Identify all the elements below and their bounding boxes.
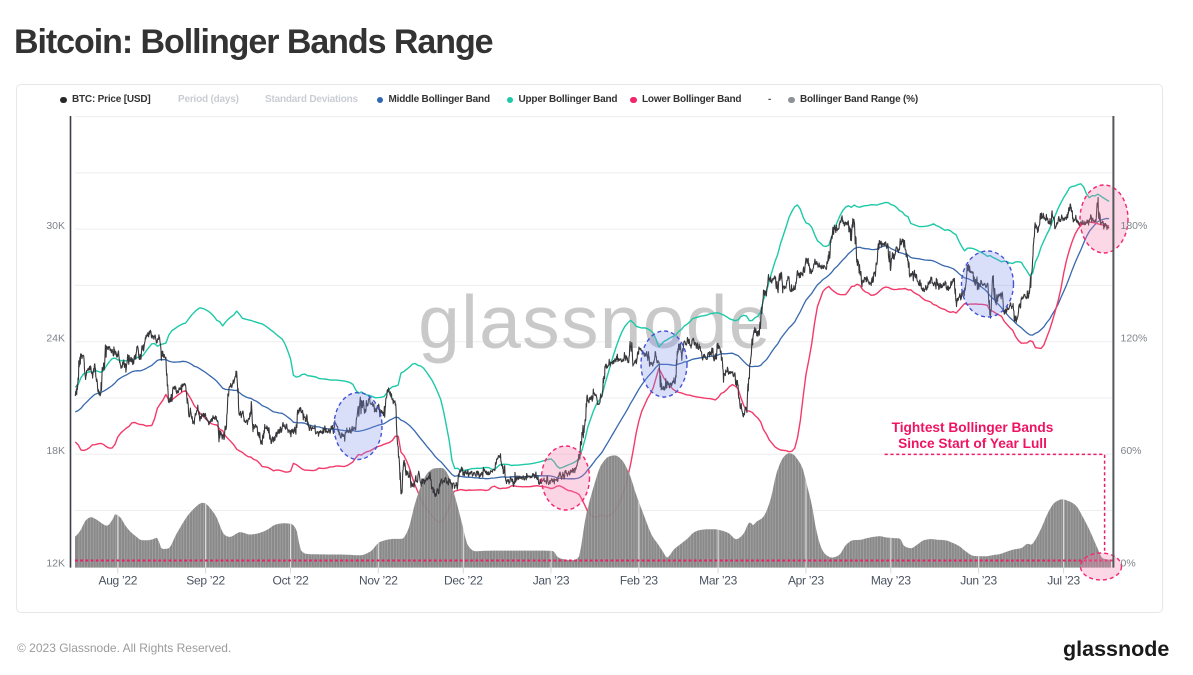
svg-text:Apr ’23: Apr ’23 [788, 574, 825, 588]
svg-text:Tightest Bollinger Bands: Tightest Bollinger Bands [892, 420, 1054, 435]
svg-text:12K: 12K [46, 557, 65, 569]
svg-text:glassnode: glassnode [418, 280, 772, 364]
svg-text:24K: 24K [46, 332, 65, 344]
svg-text:180%: 180% [1121, 220, 1148, 232]
svg-text:Dec ’22: Dec ’22 [444, 574, 483, 588]
svg-text:Jun ’23: Jun ’23 [960, 574, 997, 588]
svg-text:Aug ’22: Aug ’22 [98, 574, 137, 588]
svg-text:Jan ’23: Jan ’23 [533, 574, 570, 588]
svg-text:May ’23: May ’23 [871, 574, 912, 588]
svg-text:30K: 30K [46, 220, 65, 232]
svg-text:Oct ’22: Oct ’22 [273, 574, 310, 588]
svg-text:Nov ’22: Nov ’22 [359, 574, 398, 588]
svg-text:Since Start of Year Lull: Since Start of Year Lull [898, 436, 1047, 451]
svg-text:Feb ’23: Feb ’23 [620, 574, 659, 588]
svg-text:Sep ’22: Sep ’22 [186, 574, 225, 588]
svg-text:0%: 0% [1121, 557, 1136, 569]
svg-text:Mar ’23: Mar ’23 [699, 574, 738, 588]
svg-text:Jul ’23: Jul ’23 [1047, 574, 1080, 588]
svg-text:120%: 120% [1121, 332, 1148, 344]
svg-text:18K: 18K [46, 445, 65, 457]
svg-text:60%: 60% [1121, 445, 1142, 457]
